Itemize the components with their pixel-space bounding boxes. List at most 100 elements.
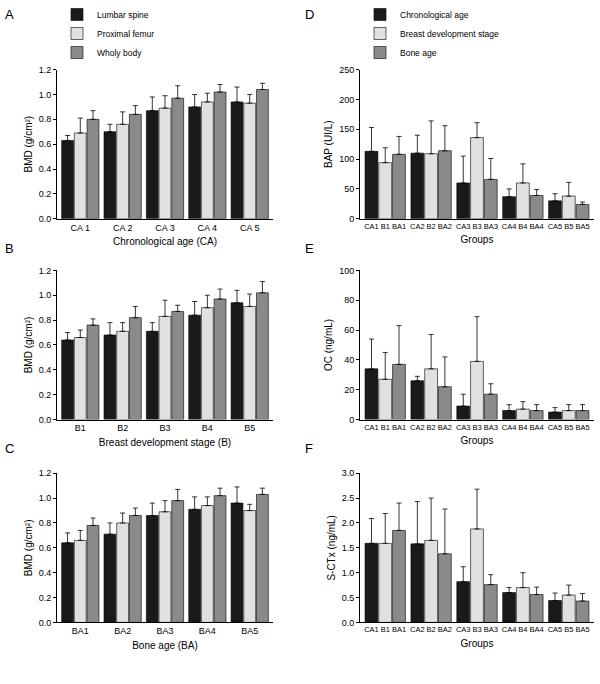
svg-text:1.0: 1.0 <box>39 90 52 100</box>
svg-text:BA2: BA2 <box>438 423 452 432</box>
svg-text:0.2: 0.2 <box>39 390 52 400</box>
svg-text:1.0: 1.0 <box>342 568 355 578</box>
svg-text:0.4: 0.4 <box>39 365 52 375</box>
svg-text:Groups: Groups <box>461 638 494 649</box>
svg-text:BA1: BA1 <box>392 625 406 634</box>
svg-text:0.8: 0.8 <box>39 315 52 325</box>
svg-text:BA5: BA5 <box>241 626 258 636</box>
svg-text:0.0: 0.0 <box>342 618 355 628</box>
svg-text:B5: B5 <box>244 423 255 433</box>
svg-text:B5: B5 <box>564 423 573 432</box>
svg-text:BA2: BA2 <box>114 626 131 636</box>
svg-text:BA5: BA5 <box>575 625 589 634</box>
svg-text:B4: B4 <box>518 222 527 231</box>
svg-text:F: F <box>305 441 313 456</box>
svg-text:0.8: 0.8 <box>39 114 52 124</box>
svg-text:S-CTx (ng/mL): S-CTx (ng/mL) <box>326 515 337 581</box>
svg-text:1.2: 1.2 <box>39 266 52 276</box>
svg-text:CA4: CA4 <box>502 222 517 231</box>
svg-text:B2: B2 <box>427 625 436 634</box>
svg-text:CA3: CA3 <box>456 222 471 231</box>
svg-text:200: 200 <box>339 95 354 105</box>
svg-text:0.2: 0.2 <box>39 593 52 603</box>
svg-text:CA1: CA1 <box>364 222 379 231</box>
svg-text:Groups: Groups <box>461 435 494 446</box>
svg-text:A: A <box>5 7 14 22</box>
svg-text:1.5: 1.5 <box>342 543 355 553</box>
svg-text:B4: B4 <box>518 423 527 432</box>
svg-text:0.8: 0.8 <box>39 518 52 528</box>
svg-text:2.0: 2.0 <box>342 518 355 528</box>
svg-text:BA3: BA3 <box>484 625 498 634</box>
svg-text:0.6: 0.6 <box>39 543 52 553</box>
svg-text:BA5: BA5 <box>575 222 589 231</box>
svg-text:CA3: CA3 <box>456 625 471 634</box>
svg-text:Proximal femur: Proximal femur <box>97 29 154 39</box>
svg-text:BA1: BA1 <box>392 222 406 231</box>
svg-text:D: D <box>305 7 314 22</box>
svg-text:BA3: BA3 <box>484 423 498 432</box>
svg-text:Wholy body: Wholy body <box>97 48 142 58</box>
svg-text:BA4: BA4 <box>530 625 544 634</box>
svg-text:CA4: CA4 <box>502 423 517 432</box>
svg-text:50: 50 <box>344 184 354 194</box>
svg-text:B2: B2 <box>427 423 436 432</box>
svg-text:CA1: CA1 <box>364 625 379 634</box>
svg-text:0.0: 0.0 <box>39 214 52 224</box>
svg-text:B5: B5 <box>564 625 573 634</box>
svg-text:0.0: 0.0 <box>39 618 52 628</box>
svg-text:CA 4: CA 4 <box>198 223 218 233</box>
svg-text:BMD (g/cm²): BMD (g/cm²) <box>23 519 34 576</box>
svg-text:BAP (UI/L): BAP (UI/L) <box>323 120 334 168</box>
svg-text:BA1: BA1 <box>72 626 89 636</box>
svg-text:0.4: 0.4 <box>39 568 52 578</box>
svg-text:B4: B4 <box>202 423 213 433</box>
svg-text:BA1: BA1 <box>392 423 406 432</box>
svg-text:Breast development stage (B): Breast development stage (B) <box>99 437 231 448</box>
svg-text:CA3: CA3 <box>456 423 471 432</box>
svg-text:C: C <box>5 441 14 456</box>
svg-text:CA5: CA5 <box>548 423 563 432</box>
svg-text:B1: B1 <box>75 423 86 433</box>
svg-text:B3: B3 <box>472 423 481 432</box>
svg-text:Groups: Groups <box>461 234 494 245</box>
svg-text:BA3: BA3 <box>156 626 173 636</box>
svg-text:B3: B3 <box>159 423 170 433</box>
svg-text:Bone age: Bone age <box>400 48 437 58</box>
svg-text:B2: B2 <box>117 423 128 433</box>
svg-text:BA3: BA3 <box>484 222 498 231</box>
svg-text:CA5: CA5 <box>548 222 563 231</box>
svg-text:B: B <box>5 241 14 256</box>
svg-text:0.6: 0.6 <box>39 340 52 350</box>
svg-text:BA4: BA4 <box>199 626 216 636</box>
svg-text:Breast development stage: Breast development stage <box>400 29 499 39</box>
svg-text:Bone age (BA): Bone age (BA) <box>132 640 198 651</box>
svg-text:60: 60 <box>344 325 354 335</box>
svg-text:0.6: 0.6 <box>39 139 52 149</box>
svg-text:CA 2: CA 2 <box>113 223 133 233</box>
svg-text:E: E <box>305 241 314 256</box>
svg-text:B1: B1 <box>381 222 390 231</box>
svg-text:0.4: 0.4 <box>39 164 52 174</box>
svg-text:1.2: 1.2 <box>39 468 52 478</box>
svg-text:CA2: CA2 <box>410 222 425 231</box>
svg-text:CA 5: CA 5 <box>240 223 260 233</box>
svg-text:B3: B3 <box>472 222 481 231</box>
svg-text:Lumbar spine: Lumbar spine <box>97 10 149 20</box>
svg-text:BA2: BA2 <box>438 625 452 634</box>
svg-text:CA1: CA1 <box>364 423 379 432</box>
svg-text:B3: B3 <box>472 625 481 634</box>
svg-text:CA 1: CA 1 <box>71 223 91 233</box>
svg-text:B4: B4 <box>518 625 527 634</box>
svg-text:B2: B2 <box>427 222 436 231</box>
svg-text:BMD (g/cm²): BMD (g/cm²) <box>23 317 34 374</box>
svg-text:0.2: 0.2 <box>39 189 52 199</box>
svg-text:CA2: CA2 <box>410 625 425 634</box>
svg-text:Chronological age: Chronological age <box>400 10 469 20</box>
svg-text:BA5: BA5 <box>575 423 589 432</box>
svg-text:BA2: BA2 <box>438 222 452 231</box>
svg-text:0: 0 <box>349 415 354 425</box>
svg-text:80: 80 <box>344 295 354 305</box>
svg-text:100: 100 <box>339 266 354 276</box>
svg-text:B5: B5 <box>564 222 573 231</box>
